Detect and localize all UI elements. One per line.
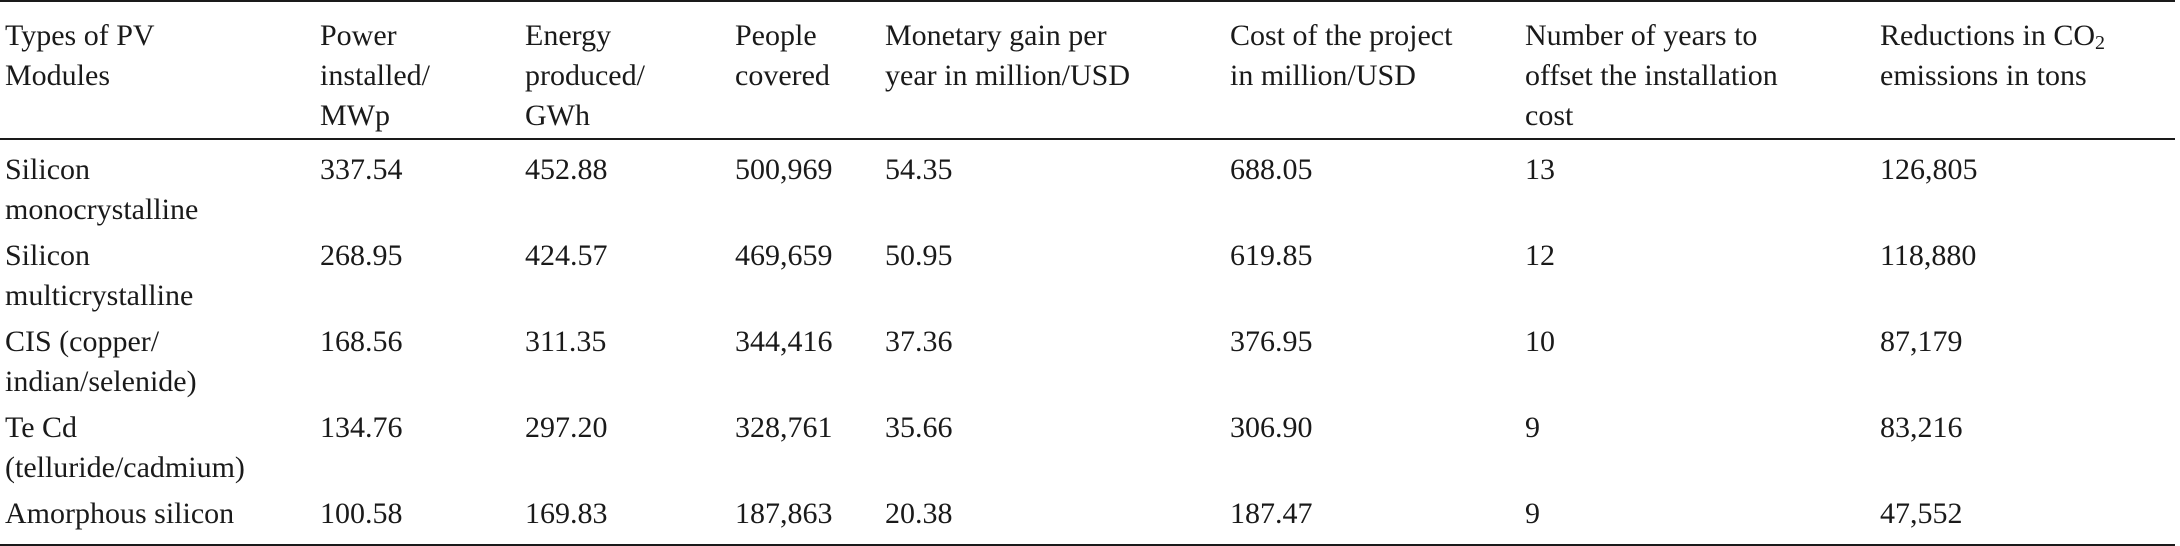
cell-cost: 306.90: [1230, 411, 1313, 444]
cell-co2: 126,805: [1880, 153, 1978, 186]
cell-energy: 297.20: [525, 411, 608, 444]
cell-type: Silicon monocrystalline: [5, 153, 199, 226]
cell-energy: 452.88: [525, 153, 608, 186]
table-row: CIS (copper/indian/selenide) 168.56 311.…: [0, 316, 2175, 402]
cell-gain: 54.35: [885, 153, 953, 186]
table-header: Types of PV Modules Power installed/MWp En…: [0, 1, 2175, 139]
table-row: Amorphous silicon 100.58 169.83 187,863 …: [0, 488, 2175, 545]
cell-co2: 87,179: [1880, 325, 1963, 358]
table-row: Silicon monocrystalline 337.54 452.88 500…: [0, 139, 2175, 230]
header-power-installed: Power installed/MWp: [320, 19, 430, 132]
cell-co2: 118,880: [1880, 239, 1977, 272]
cell-type: Amorphous silicon: [5, 497, 235, 530]
cell-type: Te Cd (telluride/cadmium): [5, 411, 245, 484]
cell-gain: 20.38: [885, 497, 953, 530]
cell-cost: 688.05: [1230, 153, 1313, 186]
header-co2-reductions: Reductions in CO2 emissions in tons: [1880, 19, 2105, 92]
header-people-covered: People covered: [735, 19, 830, 92]
header-types-of-pv-modules: Types of PV Modules: [5, 19, 155, 92]
cell-energy: 169.83: [525, 497, 608, 530]
cell-power: 100.58: [320, 497, 403, 530]
cell-people: 344,416: [735, 325, 833, 358]
header-project-cost: Cost of the project in million/USD: [1230, 19, 1453, 92]
cell-co2: 83,216: [1880, 411, 1963, 444]
cell-power: 337.54: [320, 153, 403, 186]
cell-co2: 47,552: [1880, 497, 1963, 530]
header-years-to-offset: Number of years to offset the installatio…: [1525, 19, 1778, 132]
cell-years: 9: [1525, 497, 1540, 530]
cell-gain: 50.95: [885, 239, 953, 272]
cell-years: 12: [1525, 239, 1555, 272]
cell-gain: 37.36: [885, 325, 953, 358]
cell-cost: 187.47: [1230, 497, 1313, 530]
cell-people: 469,659: [735, 239, 833, 272]
cell-power: 268.95: [320, 239, 403, 272]
cell-type: Silicon multicrystalline: [5, 239, 194, 312]
header-monetary-gain: Monetary gain per year in million/USD: [885, 19, 1130, 92]
cell-people: 187,863: [735, 497, 833, 530]
cell-years: 10: [1525, 325, 1555, 358]
header-energy-produced: Energy produced/GWh: [525, 19, 645, 132]
cell-years: 13: [1525, 153, 1555, 186]
cell-years: 9: [1525, 411, 1540, 444]
table-body: Silicon monocrystalline 337.54 452.88 500…: [0, 139, 2175, 545]
cell-cost: 376.95: [1230, 325, 1313, 358]
cell-power: 134.76: [320, 411, 403, 444]
cell-people: 328,761: [735, 411, 833, 444]
cell-cost: 619.85: [1230, 239, 1313, 272]
cell-power: 168.56: [320, 325, 403, 358]
cell-gain: 35.66: [885, 411, 953, 444]
table-row: Silicon multicrystalline 268.95 424.57 46…: [0, 230, 2175, 316]
header-row: Types of PV Modules Power installed/MWp En…: [0, 1, 2175, 139]
cell-people: 500,969: [735, 153, 833, 186]
table-row: Te Cd (telluride/cadmium) 134.76 297.20 3…: [0, 402, 2175, 488]
cell-energy: 311.35: [525, 325, 607, 358]
cell-type: CIS (copper/indian/selenide): [5, 325, 197, 398]
cell-energy: 424.57: [525, 239, 608, 272]
